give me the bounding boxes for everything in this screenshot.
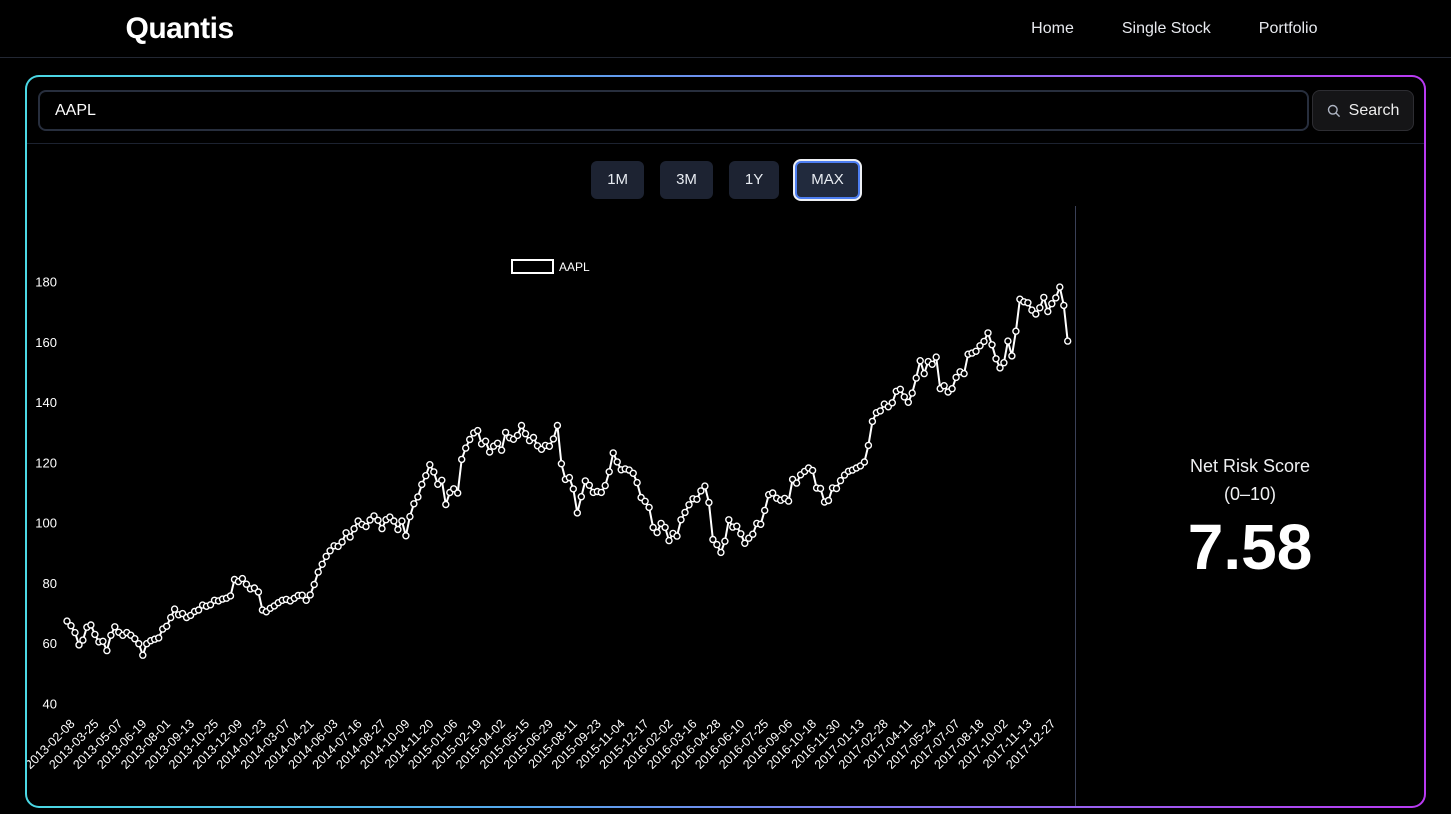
svg-text:100: 100 [35, 516, 57, 531]
svg-text:180: 180 [35, 275, 57, 290]
svg-text:120: 120 [35, 455, 57, 470]
svg-text:80: 80 [43, 576, 57, 591]
svg-text:AAPL: AAPL [559, 260, 590, 274]
svg-text:160: 160 [35, 335, 57, 350]
svg-text:140: 140 [35, 395, 57, 410]
svg-text:60: 60 [43, 636, 57, 651]
svg-text:40: 40 [43, 697, 57, 712]
